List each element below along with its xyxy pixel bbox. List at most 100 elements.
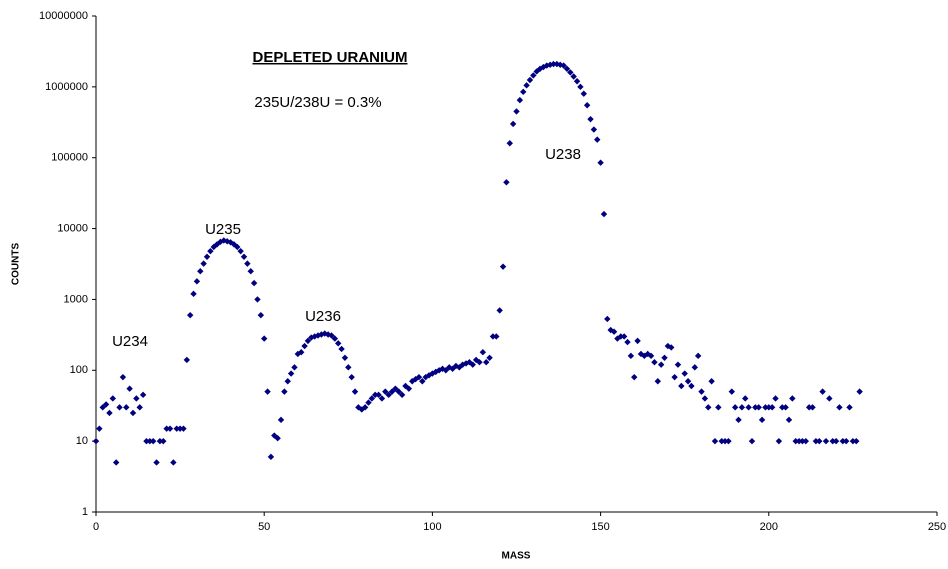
x-tick-label: 0 — [93, 521, 99, 533]
data-point — [382, 388, 389, 395]
data-point — [654, 378, 661, 385]
data-point — [765, 404, 772, 411]
data-point — [816, 437, 823, 445]
data-point — [728, 388, 735, 395]
data-point — [526, 76, 534, 84]
y-tick-label: 10 — [76, 435, 88, 447]
data-point — [671, 373, 678, 381]
data-point — [304, 337, 312, 345]
data-point — [146, 437, 154, 445]
data-point — [281, 388, 288, 395]
data-point — [812, 437, 820, 445]
data-point — [570, 73, 577, 80]
data-point — [284, 378, 291, 385]
data-point — [688, 382, 695, 390]
data-point — [550, 60, 557, 68]
data-point — [745, 404, 752, 411]
data-point — [577, 83, 584, 91]
data-point — [842, 437, 850, 445]
data-point — [257, 311, 265, 319]
data-point — [203, 253, 211, 260]
data-point — [573, 78, 581, 85]
data-point — [385, 391, 392, 399]
data-point — [755, 404, 762, 411]
data-point — [368, 395, 376, 402]
data-point — [365, 399, 372, 406]
data-point — [530, 72, 537, 79]
chart-title: DEPLETED URANIUM — [252, 49, 407, 66]
data-point — [657, 361, 665, 368]
x-tick-label: 200 — [760, 521, 778, 533]
data-point — [129, 409, 137, 417]
data-point — [136, 404, 143, 411]
data-point — [274, 435, 281, 442]
y-tick-label: 1000 — [64, 293, 88, 305]
data-point — [227, 239, 234, 246]
data-point — [186, 311, 194, 319]
data-point — [604, 315, 611, 323]
data-point — [160, 437, 167, 445]
data-point — [176, 425, 184, 432]
data-point — [509, 120, 517, 128]
y-tick-label: 100000 — [51, 152, 88, 164]
data-point — [469, 361, 476, 368]
data-point — [762, 404, 769, 411]
data-point — [758, 416, 766, 424]
data-point — [277, 416, 285, 424]
data-point — [200, 260, 207, 267]
data-point — [264, 388, 271, 395]
data-point — [506, 140, 513, 147]
data-point — [779, 404, 786, 411]
data-point — [133, 395, 140, 402]
data-point — [116, 404, 123, 411]
data-point — [190, 290, 197, 298]
data-point — [143, 437, 150, 445]
data-point — [335, 340, 342, 347]
data-point — [126, 385, 133, 392]
data-point — [291, 364, 298, 371]
data-point — [493, 333, 500, 340]
data-point — [752, 404, 759, 411]
data-point — [829, 437, 836, 445]
data-point — [102, 401, 110, 408]
data-point — [415, 373, 423, 381]
data-point — [795, 437, 803, 445]
data-point — [610, 328, 618, 335]
data-point — [590, 126, 598, 133]
data-point — [849, 437, 857, 445]
data-point — [173, 425, 180, 432]
data-point — [772, 395, 779, 402]
data-point — [809, 404, 816, 411]
data-point — [583, 102, 591, 109]
data-point — [267, 453, 275, 461]
data-point — [119, 373, 127, 381]
data-point — [149, 437, 157, 445]
data-point — [620, 333, 628, 340]
data-point — [560, 62, 567, 69]
data-point — [557, 61, 564, 68]
y-tick-label: 100 — [70, 364, 88, 376]
data-point — [725, 437, 732, 445]
data-point — [503, 179, 510, 186]
data-point — [301, 342, 308, 350]
data-point — [705, 404, 712, 411]
data-point — [244, 260, 251, 267]
data-point — [678, 382, 685, 390]
data-point — [166, 425, 174, 432]
data-point — [341, 354, 349, 362]
data-point — [247, 268, 254, 275]
data-point — [563, 65, 571, 72]
x-tick-label: 100 — [423, 521, 441, 533]
data-point — [183, 356, 191, 364]
data-point — [163, 425, 170, 432]
data-point — [520, 88, 527, 96]
data-point — [694, 352, 702, 360]
data-point — [496, 307, 503, 314]
x-tick-label: 150 — [591, 521, 609, 533]
data-point — [220, 237, 228, 244]
data-point — [738, 404, 746, 411]
data-point — [553, 60, 561, 68]
data-point — [661, 354, 668, 362]
data-point — [624, 338, 631, 346]
data-point — [298, 348, 305, 356]
